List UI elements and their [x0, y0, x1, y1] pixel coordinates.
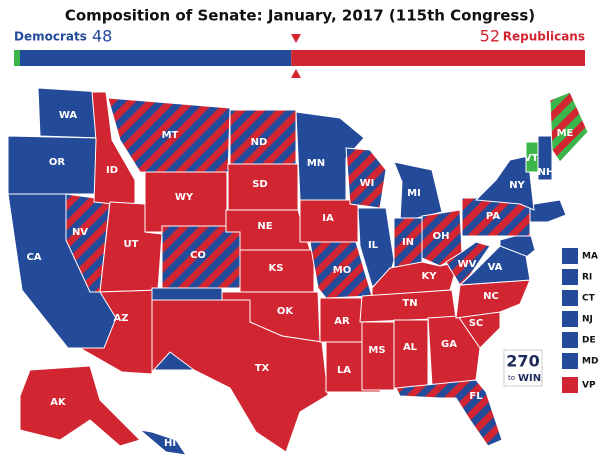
state-label: IN	[402, 237, 414, 248]
legend-box	[562, 332, 578, 348]
state-label: MO	[333, 265, 351, 276]
state-label: FL	[469, 391, 483, 402]
state-label: PA	[486, 211, 500, 222]
state	[299, 199, 359, 243]
state-label: LA	[337, 365, 351, 376]
state-label: MS	[368, 345, 385, 356]
state-label: MN	[307, 158, 325, 169]
state-label: CA	[26, 252, 41, 263]
state-label: AR	[334, 316, 350, 327]
state-label: IL	[368, 240, 379, 251]
legend-label: MD	[582, 357, 598, 367]
state-label: KS	[269, 263, 284, 274]
right-label: Republicans	[503, 30, 585, 44]
state	[395, 379, 503, 447]
state-label: SD	[252, 179, 268, 190]
left-value: 48	[92, 27, 112, 46]
state	[458, 245, 531, 286]
state	[393, 319, 429, 389]
state-label: AL	[403, 342, 418, 353]
logo-number: 270	[506, 352, 539, 371]
state-label: TX	[255, 363, 270, 374]
legend-box	[562, 353, 578, 369]
legend-box	[562, 269, 578, 285]
state	[138, 429, 188, 456]
state-label: OK	[277, 306, 295, 317]
state-label: UT	[124, 239, 139, 250]
logo-small: to	[508, 374, 515, 382]
state-label: ND	[251, 137, 268, 148]
state-label: TN	[402, 298, 417, 309]
midpoint-arrow	[291, 34, 301, 43]
state-label: NC	[483, 291, 499, 302]
legend-label: RI	[582, 273, 592, 283]
state-label: KY	[422, 271, 438, 282]
state-label: GA	[441, 339, 457, 350]
state	[361, 321, 395, 391]
state-label: NH	[538, 167, 555, 178]
state-label: AK	[50, 397, 67, 408]
state-label: WI	[360, 178, 375, 189]
legend-label: NJ	[582, 315, 593, 325]
state-label: WA	[59, 110, 78, 121]
left-label: Democrats	[14, 30, 87, 44]
title: Composition of Senate: January, 2017 (11…	[65, 7, 535, 25]
state-label: VT	[524, 153, 539, 164]
state	[151, 299, 329, 453]
state-label: MI	[407, 188, 421, 199]
logo: 270 to WIN	[503, 349, 543, 387]
state-label: WV	[458, 259, 477, 270]
legend-box	[562, 248, 578, 264]
state-label: IA	[322, 213, 334, 224]
state-label: VA	[488, 262, 503, 273]
logo-box	[503, 349, 543, 387]
rep-bar	[291, 50, 585, 66]
legend-label: VP	[582, 381, 596, 391]
state-label: WY	[175, 192, 194, 203]
legend-label: CT	[582, 294, 596, 304]
state	[345, 147, 387, 209]
state-label: OR	[49, 157, 66, 168]
state-label: AZ	[114, 313, 129, 324]
state	[91, 91, 136, 207]
state	[393, 161, 443, 223]
state-label: NV	[72, 227, 88, 238]
state	[445, 241, 491, 286]
legend-label: MA	[582, 252, 598, 262]
state-label: NY	[509, 180, 525, 191]
state	[427, 315, 481, 387]
state	[537, 135, 553, 181]
state-label: CO	[190, 250, 206, 261]
state	[19, 365, 141, 447]
logo-word: WIN	[518, 373, 541, 384]
state-label: NE	[257, 221, 272, 232]
midpoint-arrow	[291, 69, 301, 78]
right-value: 52	[480, 27, 500, 46]
state	[549, 91, 589, 163]
legend-box	[562, 311, 578, 327]
state-label: ID	[106, 165, 118, 176]
state-label: SC	[469, 318, 484, 329]
state-label: ME	[557, 128, 574, 139]
legend-box	[562, 377, 578, 393]
state-label: MT	[162, 130, 179, 141]
legend-label: DE	[582, 336, 596, 346]
state-label: HI	[164, 438, 176, 449]
independent-sliver	[14, 50, 20, 66]
state	[455, 279, 531, 319]
state	[309, 241, 373, 299]
legend-box	[562, 290, 578, 306]
dem-bar	[20, 50, 292, 66]
state-label: OH	[433, 231, 450, 242]
